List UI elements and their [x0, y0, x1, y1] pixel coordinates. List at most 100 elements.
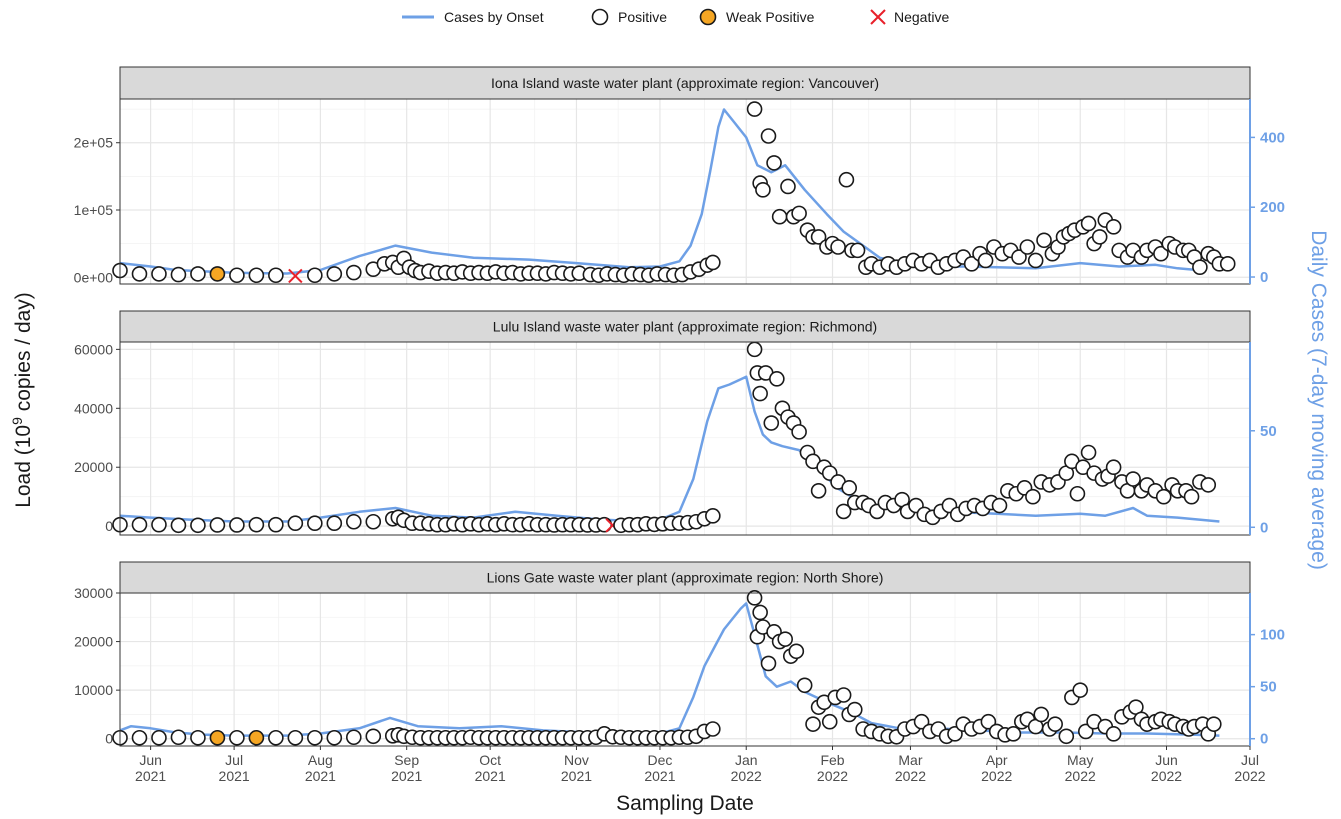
x-tick-month: Nov — [564, 752, 589, 768]
positive-point — [209, 517, 226, 533]
positive-point — [326, 729, 343, 746]
y-tick-label: 2e+05 — [74, 135, 114, 151]
x-tick-year: 2021 — [305, 768, 336, 784]
positive-point — [131, 266, 148, 282]
positive-point — [345, 513, 362, 530]
positive-point — [913, 713, 930, 730]
positive-point — [760, 128, 777, 144]
positive-point — [821, 713, 838, 730]
y-tick-label: 1e+05 — [74, 202, 114, 218]
x-tick-month: May — [1067, 752, 1093, 768]
positive-point — [131, 516, 148, 533]
y2-tick-label: 0 — [1260, 519, 1268, 536]
x-tick-month: Jun — [1155, 752, 1178, 768]
positive-point — [1183, 488, 1200, 505]
positive-point — [170, 517, 187, 534]
x-tick-month: Jun — [139, 752, 162, 768]
x-tick-month: Jul — [1241, 752, 1259, 768]
y2-tick-label: 400 — [1260, 129, 1285, 146]
x-tick-year: 2022 — [1234, 768, 1265, 784]
x-axis: Jun2021Jul2021Aug2021Sep2021Oct2021Nov20… — [135, 746, 1266, 784]
x-tick-year: 2021 — [644, 768, 675, 784]
cases-line — [119, 108, 1198, 275]
positive-point — [838, 171, 855, 188]
positive-point — [755, 182, 771, 198]
positive-point — [229, 729, 245, 746]
x-tick-year: 2022 — [1065, 768, 1096, 784]
positive-point — [307, 267, 323, 284]
y-tick-label: 10000 — [74, 682, 113, 698]
positive-point — [780, 178, 796, 195]
legend-item-line: Cases by Onset — [402, 9, 544, 25]
y-tick-label: 0e+00 — [74, 269, 114, 285]
positive-point — [1080, 444, 1097, 461]
x-tick-year: 2021 — [219, 768, 250, 784]
x-tick-month: Sep — [394, 752, 419, 768]
positive-point — [1005, 726, 1022, 742]
positive-point — [1153, 245, 1169, 262]
panel-title: Iona Island waste water plant (approxima… — [491, 75, 879, 91]
legend-item-negative: Negative — [870, 9, 949, 25]
legend-label: Negative — [894, 9, 949, 25]
positive-point — [752, 604, 768, 621]
y2-tick-label: 100 — [1260, 627, 1285, 644]
positive-point — [1192, 259, 1208, 275]
positive-point — [307, 729, 323, 746]
x-tick-month: Jul — [225, 752, 243, 768]
positive-point — [1036, 232, 1052, 249]
x-tick-month: Aug — [308, 752, 333, 768]
y-tick-label: 20000 — [74, 459, 113, 475]
positive-point — [1058, 728, 1075, 745]
y2-tick-label: 0 — [1260, 731, 1268, 748]
positive-point — [1080, 215, 1097, 232]
negative-point — [288, 268, 303, 284]
positive-point — [365, 728, 382, 745]
positive-point — [1033, 706, 1050, 723]
legend: Cases by Onset Positive Weak Positive Negat… — [402, 8, 949, 26]
x-tick-month: Apr — [986, 752, 1008, 768]
x-tick-year: 2021 — [561, 768, 592, 784]
positive-point — [771, 208, 788, 225]
positive-point — [705, 254, 721, 271]
positive-point — [791, 424, 807, 440]
x-tick-month: Mar — [898, 752, 922, 768]
positive-point — [830, 239, 846, 255]
x-tick-month: Feb — [820, 752, 844, 768]
y-tick-label: 20000 — [74, 634, 113, 650]
panel-strip — [119, 66, 1251, 100]
x-tick-year: 2022 — [731, 768, 762, 784]
legend-label: Positive — [618, 9, 667, 25]
y-tick-label: 0 — [105, 731, 113, 747]
positive-point — [190, 266, 206, 282]
positive-point — [788, 643, 805, 660]
y2-tick-label: 0 — [1260, 269, 1268, 286]
positive-point — [977, 252, 994, 269]
positive-point — [791, 205, 807, 222]
plot-area — [120, 342, 1250, 535]
positive-point — [1105, 459, 1122, 476]
positive-point — [151, 266, 167, 282]
positive-point — [752, 385, 768, 402]
x-tick-month: Oct — [479, 752, 501, 768]
positive-point — [746, 590, 763, 606]
positive-point — [268, 267, 284, 284]
positive-point — [131, 729, 148, 746]
legend-label: Weak Positive — [726, 9, 815, 25]
positive-point — [746, 341, 763, 358]
legend-label: Cases by Onset — [444, 9, 544, 25]
x-tick-year: 2022 — [817, 768, 848, 784]
positive-point — [763, 415, 780, 431]
y2-axis-title: Daily Cases (7-day moving average) — [1307, 230, 1330, 570]
x-tick-year: 2021 — [475, 768, 506, 784]
positive-point — [805, 716, 821, 732]
positive-point — [268, 516, 284, 533]
weak-positive-point — [209, 729, 226, 746]
positive-point — [268, 729, 284, 746]
y2-tick-label: 200 — [1260, 199, 1285, 216]
positive-point — [705, 508, 721, 524]
legend-key-cross — [870, 9, 886, 25]
y-tick-label: 40000 — [74, 400, 113, 416]
panel-3: Lions Gate waste water plant (approximat… — [74, 561, 1285, 748]
panels: Iona Island waste water plant (approxima… — [74, 66, 1285, 748]
